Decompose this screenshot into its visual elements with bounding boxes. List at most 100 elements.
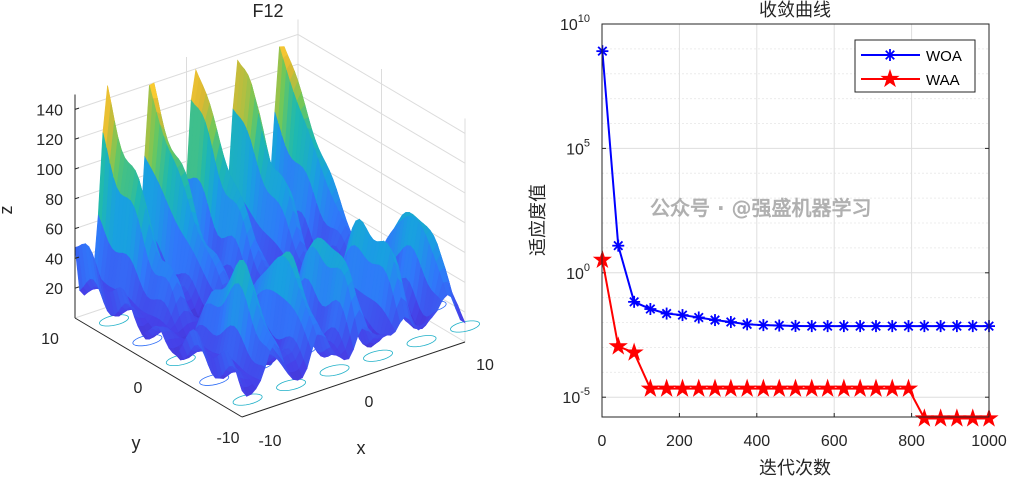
y-tick-label: 10-5: [562, 386, 590, 407]
marker-stroke: [693, 312, 704, 323]
grid-lines: [601, 23, 990, 417]
data-point-woa: [950, 320, 963, 333]
data-point-waa: [657, 378, 677, 397]
z-tick-mark: [74, 197, 80, 200]
data-point-woa: [773, 319, 786, 332]
x-tick-label: 600: [821, 433, 848, 450]
convergence-title: 收敛曲线: [759, 0, 831, 21]
y-tick-label: -10: [216, 430, 239, 447]
data-point-woa: [741, 318, 754, 331]
x-tick-label: 10: [476, 357, 494, 374]
data-point-waa: [769, 378, 789, 397]
z-tick-label: 140: [36, 102, 63, 119]
z-tick-mark: [74, 256, 80, 259]
contour-line: [276, 378, 307, 392]
y-tick-label: 1010: [560, 13, 590, 34]
x-tick-label: -10: [258, 433, 281, 450]
marker-stroke: [742, 319, 753, 330]
marker-stroke: [725, 317, 736, 327]
data-point-waa: [624, 342, 644, 361]
z-tick-label: 60: [45, 222, 63, 239]
x-axis-line: [241, 341, 466, 418]
data-point-woa: [676, 309, 689, 322]
marker-stroke: [885, 50, 895, 60]
data-point-waa: [608, 336, 628, 355]
y-tick-label: 100: [566, 262, 590, 283]
data-point-waa: [689, 378, 709, 397]
legend-label-waa: WAA: [926, 72, 960, 89]
contour-line: [319, 364, 350, 377]
legend: WOA WAA: [854, 39, 976, 93]
contour-line: [99, 314, 129, 327]
axes-box: [601, 23, 990, 418]
surface-plot: F12 20 40 60 80 100 120 140 z 10 0 -10 y -10 0…: [0, 1, 494, 458]
data-point-woa: [886, 320, 899, 333]
y-axis-line: [74, 317, 243, 418]
x-tick-label: 800: [898, 433, 925, 450]
marker-stroke: [855, 321, 866, 331]
data-point-waa: [785, 378, 806, 397]
data-point-woa: [628, 295, 641, 308]
legend-marker-star: [880, 68, 900, 88]
surface-mesh: [74, 46, 466, 397]
data-point-woa: [660, 307, 673, 320]
z-axis-label: z: [0, 206, 16, 215]
marker-stroke: [822, 321, 833, 331]
z-tick-labels: 20 40 60 80 100 120 140: [36, 102, 80, 298]
data-point-waa: [898, 378, 919, 397]
surface-patch: [238, 379, 247, 397]
data-point-woa: [692, 311, 705, 324]
z-tick-mark: [74, 137, 80, 140]
convergence-plot: 公众号 · @强盛机器学习 0 200 400 600 800 1000 10101051…: [528, 0, 1007, 479]
marker-stroke: [935, 321, 946, 331]
legend-box: [854, 39, 976, 93]
z-tick-label: 80: [45, 192, 63, 209]
z-tick-label: 100: [36, 162, 63, 179]
x-tick-label: 0: [365, 394, 374, 411]
data-point-waa: [705, 378, 725, 397]
data-point-waa: [753, 378, 773, 397]
marker-stroke: [919, 321, 930, 331]
y-tick-labels: 1010 105 100 10-5: [560, 13, 590, 407]
contour-line: [363, 349, 393, 362]
watermark: 公众号 · @强盛机器学习: [650, 196, 872, 220]
z-tick-label: 40: [45, 251, 63, 268]
data-point-woa: [934, 320, 947, 333]
data-point-waa: [914, 408, 934, 427]
marker-stroke: [758, 320, 769, 330]
data-point-waa: [947, 408, 967, 427]
marker-stroke: [645, 304, 656, 314]
data-point-waa: [931, 408, 951, 427]
z-tick-mark: [74, 226, 80, 230]
legend-marker-waa: [880, 68, 900, 88]
contour-line: [406, 335, 437, 348]
surface-title: F12: [252, 1, 283, 21]
z-tick-mark: [74, 107, 80, 110]
data-point-waa: [672, 378, 693, 397]
data-point-waa: [834, 378, 854, 397]
marker-stroke: [838, 321, 849, 331]
z-tick-label: 120: [36, 132, 63, 149]
legend-marker-woa: [884, 49, 896, 61]
data-point-woa: [644, 303, 657, 316]
marker-stroke: [951, 321, 962, 331]
data-point-woa: [966, 320, 979, 333]
data-point-woa: [902, 320, 915, 333]
y-axis-label: y: [132, 433, 141, 453]
y-tick-label: 10: [41, 331, 59, 348]
data-point-woa: [821, 320, 834, 333]
data-point-waa: [963, 408, 983, 427]
y-tick-label: 0: [134, 380, 143, 397]
x-tick-label: 1000: [971, 433, 1007, 450]
contour-line: [450, 320, 480, 333]
data-point-waa: [737, 378, 757, 397]
marker-stroke: [710, 315, 720, 325]
marker-stroke: [774, 320, 785, 331]
marker-stroke: [806, 321, 817, 331]
data-point-woa: [837, 320, 850, 333]
data-point-woa: [805, 320, 818, 333]
data-point-waa: [802, 378, 822, 397]
marker-stroke: [887, 321, 898, 331]
legend-marker-asterisk: [884, 49, 896, 61]
